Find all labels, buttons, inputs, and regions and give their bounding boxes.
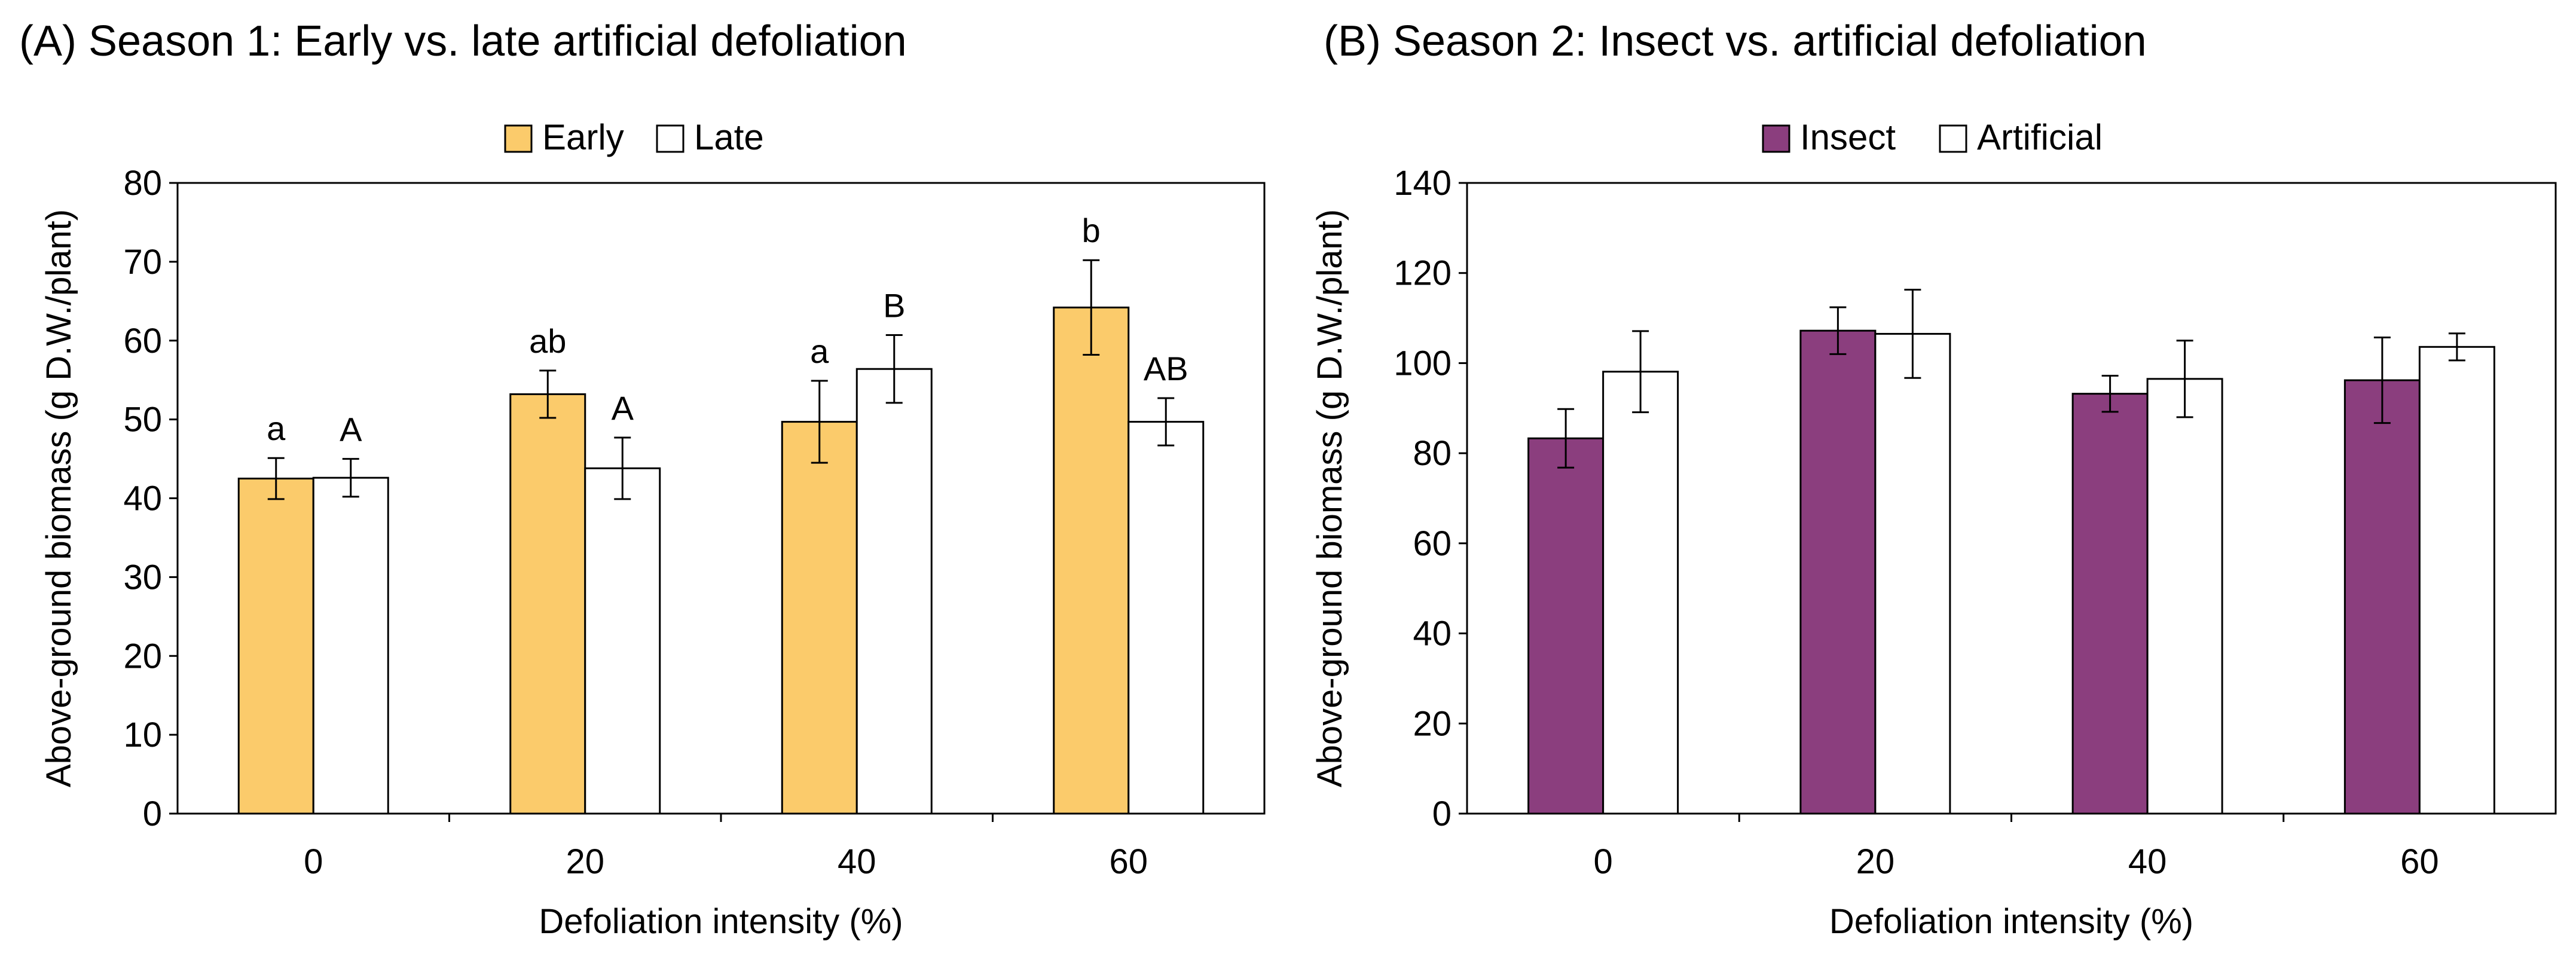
bar-late (312, 476, 389, 815)
bar-artificial (2146, 378, 2223, 815)
legend-label-artificial: Artificial (1977, 117, 2103, 157)
y-tick-label: 100 (1394, 344, 1452, 383)
x-tick-label: 0 (1593, 842, 1612, 881)
significance-letter: A (340, 411, 362, 448)
x-tick-label: 20 (1856, 842, 1895, 881)
significance-letter: a (267, 409, 286, 447)
legend-label-early: Early (542, 117, 624, 157)
x-tick-label: 60 (2400, 842, 2439, 881)
y-tick-label: 40 (123, 479, 162, 518)
significance-letter: ab (529, 322, 566, 360)
y-axis-label: Above-ground biomass (g D.W./plant) (39, 209, 78, 787)
bar-early (781, 421, 858, 815)
x-axis-label: Defoliation intensity (%) (539, 902, 903, 941)
bar-early (237, 478, 314, 815)
bar-artificial (1602, 371, 1679, 815)
legend-label-late: Late (694, 117, 764, 157)
y-tick-label: 120 (1394, 254, 1452, 293)
y-tick-label: 20 (1413, 704, 1452, 743)
y-tick-label: 80 (1413, 434, 1452, 473)
y-tick-label: 80 (123, 164, 162, 203)
bar-artificial (1874, 332, 1951, 815)
significance-letter: b (1082, 212, 1101, 249)
bar-insect (1527, 437, 1605, 815)
y-tick-label: 30 (123, 558, 162, 597)
x-axis-label: Defoliation intensity (%) (1829, 902, 2193, 941)
y-tick-label: 10 (123, 716, 162, 754)
chart-title: (A) Season 1: Early vs. late artificial … (19, 17, 907, 65)
y-axis-label: Above-ground biomass (g D.W./plant) (1310, 209, 1349, 787)
bar-late (584, 467, 661, 815)
significance-letter: AB (1144, 350, 1188, 387)
y-tick-label: 50 (123, 401, 162, 439)
x-tick-label: 0 (304, 842, 323, 881)
y-tick-label: 20 (123, 637, 162, 676)
bar-insect (2343, 379, 2421, 815)
legend-swatch-early (504, 124, 533, 153)
y-tick-label: 0 (1432, 794, 1452, 833)
legend-swatch-insect (1762, 124, 1790, 153)
y-tick-label: 40 (1413, 615, 1452, 653)
panel-a: (A) Season 1: Early vs. late artificial … (19, 17, 1266, 941)
chart-title: (B) Season 2: Insect vs. artificial defo… (1324, 17, 2147, 65)
bar-early (509, 393, 586, 815)
y-tick-label: 140 (1394, 164, 1452, 203)
x-tick-label: 60 (1109, 842, 1148, 881)
significance-letter: A (612, 389, 634, 427)
x-tick-label: 40 (2128, 842, 2167, 881)
bar-insect (2071, 393, 2149, 815)
legend-swatch-artificial (1939, 124, 1967, 153)
significance-letter: a (810, 332, 829, 370)
bar-insect (1799, 329, 1877, 815)
y-tick-label: 0 (143, 794, 162, 833)
x-tick-label: 40 (838, 842, 876, 881)
y-tick-label: 60 (123, 322, 162, 360)
x-tick-label: 20 (566, 842, 604, 881)
y-tick-label: 70 (123, 243, 162, 282)
panel-b: (B) Season 2: Insect vs. artificial defo… (1288, 0, 2576, 975)
y-tick-label: 60 (1413, 524, 1452, 563)
chart-b-plot: 0 20 40 60 80 100 120 140 0 20 40 60 Defoliation int… (1310, 117, 2557, 941)
bar-early (1053, 306, 1130, 815)
bar-late (1127, 421, 1205, 815)
legend-swatch-late (656, 124, 685, 153)
significance-letter: B (883, 287, 905, 325)
bar-late (855, 368, 933, 815)
bar-artificial (2418, 346, 2495, 815)
legend-label-insect: Insect (1800, 117, 1896, 157)
